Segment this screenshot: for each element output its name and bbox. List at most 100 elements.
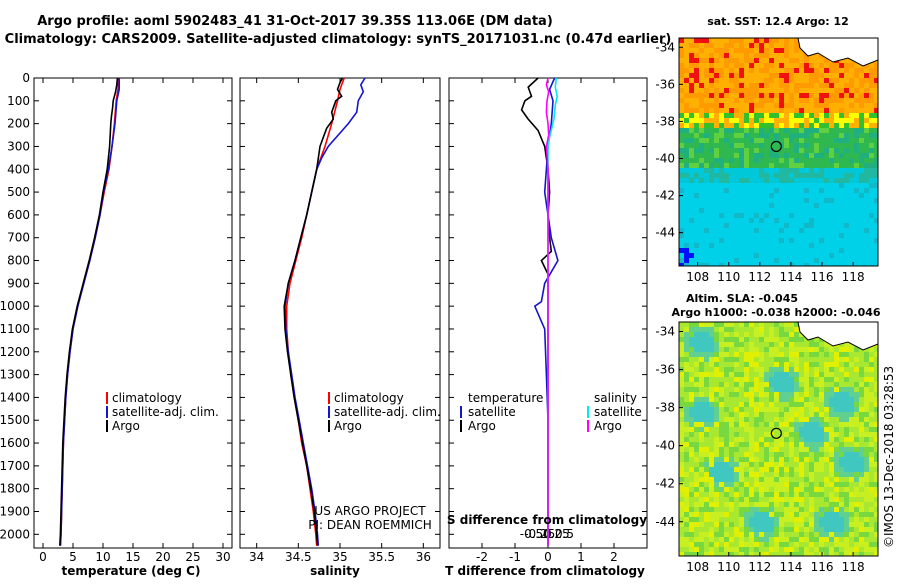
map-cell xyxy=(704,347,709,352)
map-cell xyxy=(824,173,829,178)
map-cell xyxy=(864,532,869,537)
map-cell xyxy=(769,327,774,332)
map-cell xyxy=(704,118,709,123)
map-cell xyxy=(684,457,689,462)
map-cell xyxy=(684,482,689,487)
map-cell xyxy=(789,407,794,412)
map-cell xyxy=(779,362,784,367)
map-cell xyxy=(829,238,834,243)
map-cell xyxy=(719,118,724,123)
map-cell xyxy=(824,208,829,213)
map-cell xyxy=(814,482,819,487)
map-cell xyxy=(844,342,849,347)
map-cell xyxy=(709,248,714,253)
map-cell xyxy=(719,462,724,467)
map-cell xyxy=(709,462,714,467)
map-cell xyxy=(689,83,694,88)
map-cell xyxy=(694,437,699,442)
map-cell xyxy=(704,477,709,482)
map-cell xyxy=(699,118,704,123)
map-cell xyxy=(764,78,769,83)
map-cell xyxy=(859,487,864,492)
map-cell xyxy=(759,322,764,327)
map-cell xyxy=(774,392,779,397)
map-cell xyxy=(809,103,814,108)
map-cell xyxy=(724,73,729,78)
map-cell xyxy=(749,332,754,337)
map-cell xyxy=(754,432,759,437)
map-cell xyxy=(829,497,834,502)
map-cell xyxy=(794,98,799,103)
map-cell xyxy=(754,517,759,522)
map-cell xyxy=(789,218,794,223)
map-cell xyxy=(784,417,789,422)
map-cell xyxy=(849,527,854,532)
map-cell xyxy=(709,163,714,168)
map-cell xyxy=(844,462,849,467)
map-cell xyxy=(829,392,834,397)
map-cell xyxy=(804,153,809,158)
map-cell xyxy=(789,497,794,502)
map-cell xyxy=(824,457,829,462)
map-cell xyxy=(729,502,734,507)
map-cell xyxy=(714,327,719,332)
map-cell xyxy=(734,497,739,502)
map-cell xyxy=(764,362,769,367)
map-cell xyxy=(779,213,784,218)
map-cell xyxy=(744,148,749,153)
map-cell xyxy=(759,213,764,218)
map-cell xyxy=(864,482,869,487)
map-cell xyxy=(754,442,759,447)
map-cell xyxy=(759,123,764,128)
map-cell xyxy=(849,367,854,372)
map-cell xyxy=(829,123,834,128)
map-cell xyxy=(729,352,734,357)
map-cell xyxy=(834,113,839,118)
map-cell xyxy=(709,258,714,263)
map-cell xyxy=(704,123,709,128)
map-cell xyxy=(869,78,874,83)
map-cell xyxy=(844,372,849,377)
map-cell xyxy=(809,153,814,158)
map-cell xyxy=(859,83,864,88)
map-cell xyxy=(764,427,769,432)
map-cell xyxy=(839,402,844,407)
map-cell xyxy=(774,223,779,228)
map-cell xyxy=(869,422,874,427)
map-cell xyxy=(784,158,789,163)
map-cell xyxy=(774,68,779,73)
map-cell xyxy=(849,467,854,472)
map-cell xyxy=(794,542,799,547)
map-cell xyxy=(869,173,874,178)
map-cell xyxy=(804,253,809,258)
map-cell xyxy=(744,347,749,352)
map-cell xyxy=(744,103,749,108)
map-cell xyxy=(839,78,844,83)
map-cell xyxy=(814,223,819,228)
map-cell xyxy=(704,198,709,203)
map-cell xyxy=(764,402,769,407)
map-cell xyxy=(869,88,874,93)
map-cell xyxy=(804,203,809,208)
map-cell xyxy=(804,432,809,437)
map-cell xyxy=(694,542,699,547)
map-cell xyxy=(794,457,799,462)
map-cell xyxy=(754,253,759,258)
map-cell xyxy=(709,113,714,118)
map-cell xyxy=(809,148,814,153)
map-cell xyxy=(684,432,689,437)
map-cell xyxy=(814,98,819,103)
map-cell xyxy=(754,163,759,168)
map-cell xyxy=(779,382,784,387)
map-cell xyxy=(759,467,764,472)
map-cell xyxy=(694,178,699,183)
map-cell xyxy=(804,477,809,482)
map-cell xyxy=(709,103,714,108)
map-cell xyxy=(829,467,834,472)
map-cell xyxy=(829,88,834,93)
map-cell xyxy=(789,337,794,342)
map-cell xyxy=(869,113,874,118)
map-cell xyxy=(684,223,689,228)
map-cell xyxy=(759,88,764,93)
map-cell xyxy=(809,512,814,517)
